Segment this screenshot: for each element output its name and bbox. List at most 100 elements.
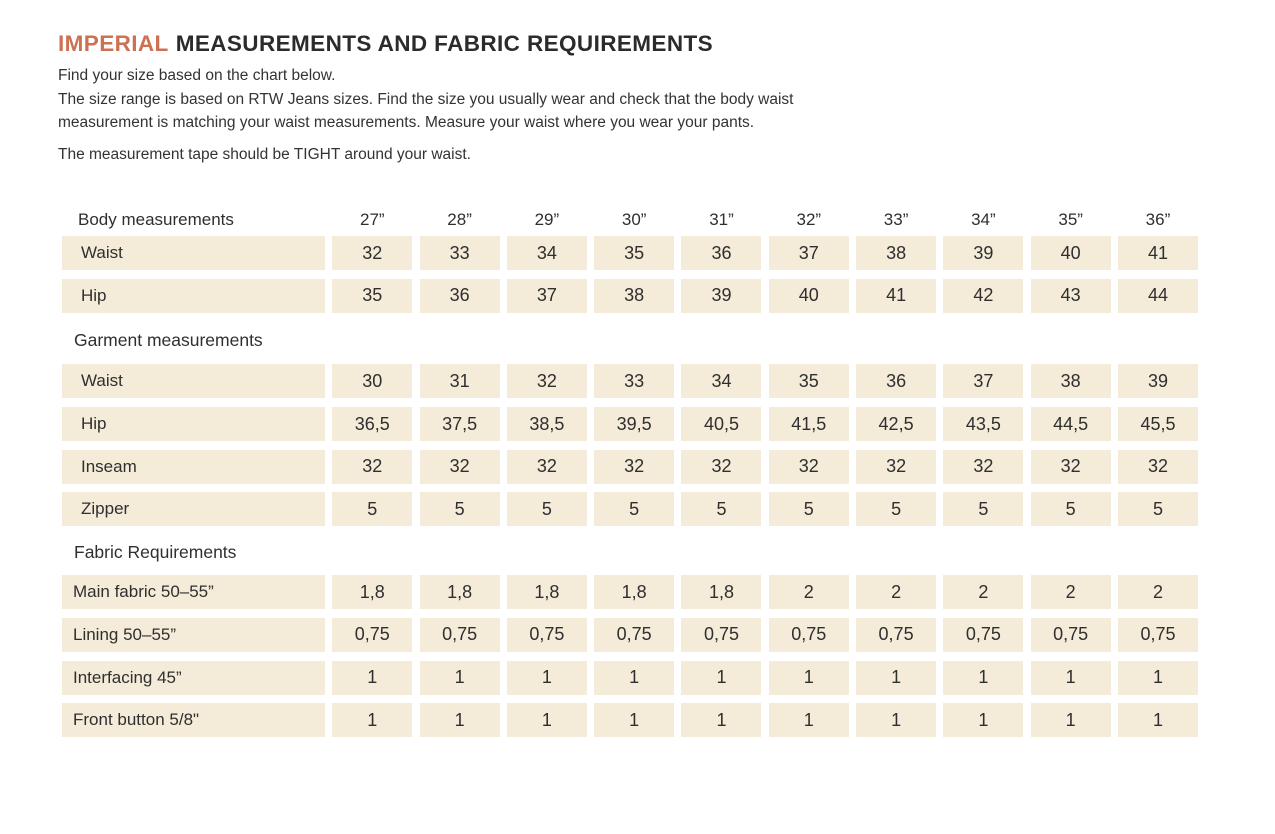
value-cell: 35 <box>768 364 849 399</box>
value-cell: 32 <box>1117 449 1198 484</box>
row-label: Interfacing 45” <box>62 660 325 695</box>
value-cell: 1 <box>1030 703 1111 738</box>
value-cell: 1 <box>768 660 849 695</box>
value-cell: 1,8 <box>332 575 413 610</box>
value-cell: 32 <box>506 364 587 399</box>
column-header: 31” <box>709 209 734 229</box>
intro-text: Find your size based on the chart below.… <box>58 64 1228 166</box>
value-cell: 5 <box>332 492 413 527</box>
value-cell: 5 <box>1030 492 1111 527</box>
value-cell: 1 <box>419 703 500 738</box>
value-cell: 39,5 <box>594 407 675 442</box>
value-cell: 37 <box>768 236 849 270</box>
value-cell: 1 <box>506 703 587 738</box>
value-cell: 41,5 <box>768 407 849 442</box>
value-cell: 5 <box>943 492 1024 527</box>
table-header-row: Body measurements 27” 28” 29” 30” 31” 32” 33” 34… <box>62 203 1198 236</box>
value-cell: 43,5 <box>943 407 1024 442</box>
value-cell: 32 <box>332 449 413 484</box>
value-cell: 5 <box>681 492 762 527</box>
intro-line-3: measurement is matching your waist measu… <box>58 114 755 131</box>
value-cell: 32 <box>856 449 937 484</box>
intro-line-1: Find your size based on the chart below. <box>58 67 336 84</box>
value-cell: 36 <box>681 236 762 270</box>
value-cell: 2 <box>1117 575 1198 610</box>
value-cell: 32 <box>681 449 762 484</box>
value-cell: 1 <box>681 660 762 695</box>
value-cell: 34 <box>506 236 587 270</box>
table-row: Interfacing 45” 1 1 1 1 1 1 1 1 1 1 <box>62 660 1198 695</box>
row-label: Hip <box>62 278 325 313</box>
value-cell: 1 <box>419 660 500 695</box>
value-cell: 36 <box>856 364 937 399</box>
value-cell: 5 <box>506 492 587 527</box>
value-cell: 1 <box>943 703 1024 738</box>
row-label: Zipper <box>62 492 325 527</box>
value-cell: 33 <box>419 236 500 270</box>
value-cell: 32 <box>332 236 413 270</box>
value-cell: 41 <box>856 278 937 313</box>
header-block: IMPERIAL MEASUREMENTS AND FABRIC REQUIREM… <box>58 30 1228 166</box>
value-cell: 0,75 <box>1117 617 1198 652</box>
column-header: 34” <box>971 209 996 229</box>
value-cell: 0,75 <box>332 617 413 652</box>
table-row: Zipper 5 5 5 5 5 5 5 5 5 5 <box>62 492 1198 527</box>
value-cell: 40 <box>768 278 849 313</box>
value-cell: 33 <box>594 364 675 399</box>
value-cell: 39 <box>681 278 762 313</box>
value-cell: 32 <box>506 449 587 484</box>
value-cell: 0,75 <box>681 617 762 652</box>
value-cell: 0,75 <box>768 617 849 652</box>
value-cell: 35 <box>332 278 413 313</box>
value-cell: 39 <box>1117 364 1198 399</box>
value-cell: 1 <box>332 703 413 738</box>
value-cell: 38,5 <box>506 407 587 442</box>
row-label: Waist <box>62 236 325 270</box>
value-cell: 0,75 <box>1030 617 1111 652</box>
value-cell: 1 <box>506 660 587 695</box>
value-cell: 2 <box>768 575 849 610</box>
table-row: Hip 36,5 37,5 38,5 39,5 40,5 41,5 42,5 43,5 44,5 4… <box>62 407 1198 442</box>
value-cell: 1 <box>856 660 937 695</box>
value-cell: 1 <box>594 703 675 738</box>
row-label: Front button 5/8" <box>62 703 325 738</box>
page-title-rest: MEASUREMENTS AND FABRIC REQUIREMENTS <box>175 31 714 56</box>
size-table: Body measurements 27” 28” 29” 30” 31” 32” 33” 34… <box>62 203 1198 746</box>
value-cell: 1 <box>681 703 762 738</box>
section-header-fabric: Fabric Requirements <box>74 542 237 563</box>
page-title: IMPERIAL MEASUREMENTS AND FABRIC REQUIREM… <box>58 30 1228 57</box>
row-label: Waist <box>62 364 325 399</box>
value-cell: 38 <box>856 236 937 270</box>
value-cell: 37,5 <box>419 407 500 442</box>
value-cell: 1 <box>332 660 413 695</box>
value-cell: 1,8 <box>594 575 675 610</box>
value-cell: 5 <box>419 492 500 527</box>
value-cell: 0,75 <box>506 617 587 652</box>
value-cell: 44 <box>1117 278 1198 313</box>
value-cell: 32 <box>768 449 849 484</box>
value-cell: 38 <box>594 278 675 313</box>
value-cell: 1 <box>1117 660 1198 695</box>
value-cell: 0,75 <box>943 617 1024 652</box>
column-header: 36” <box>1145 209 1171 229</box>
value-cell: 5 <box>856 492 937 527</box>
value-cell: 35 <box>594 236 675 270</box>
value-cell: 1 <box>1117 703 1198 738</box>
column-header: 33” <box>883 209 909 229</box>
value-cell: 1,8 <box>681 575 762 610</box>
column-header: 35” <box>1058 209 1083 229</box>
column-header: 32” <box>796 209 822 229</box>
value-cell: 1 <box>594 660 675 695</box>
value-cell: 34 <box>681 364 762 399</box>
table-row: Main fabric 50–55” 1,8 1,8 1,8 1,8 1,8 2 2 2 2 2 <box>62 575 1198 610</box>
value-cell: 1 <box>768 703 849 738</box>
value-cell: 42 <box>943 278 1024 313</box>
value-cell: 1,8 <box>419 575 500 610</box>
table-header-label: Body measurements <box>78 209 234 229</box>
value-cell: 45,5 <box>1117 407 1198 442</box>
value-cell: 5 <box>768 492 849 527</box>
column-header: 27” <box>360 209 385 229</box>
value-cell: 37 <box>506 278 587 313</box>
value-cell: 2 <box>1030 575 1111 610</box>
row-label: Hip <box>62 407 325 442</box>
